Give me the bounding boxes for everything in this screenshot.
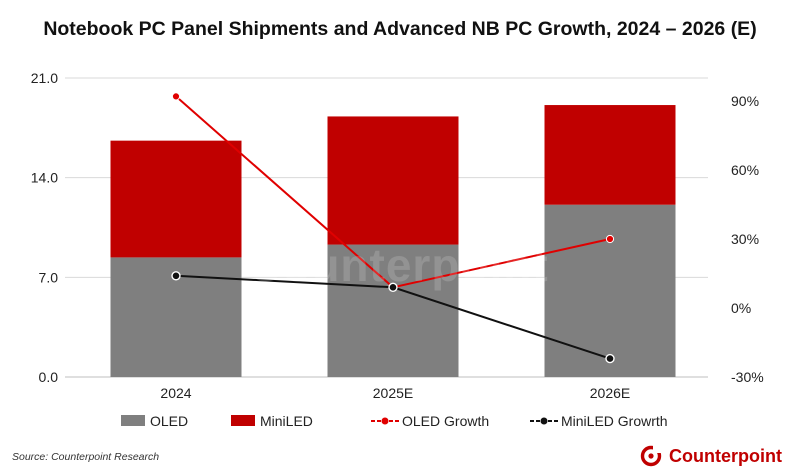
legend-label-oled-growth: OLED Growth (402, 413, 489, 429)
x-tick-label: 2024 (160, 385, 191, 401)
bar-oled-2025E (327, 244, 459, 377)
legend-label-oled: OLED (150, 413, 188, 429)
y-right-tick-label: -30% (731, 369, 764, 385)
y-left-tick-label: 14.0 (31, 170, 58, 186)
y-right-tick-label: 90% (731, 93, 759, 109)
legend-marker-oled-growth (381, 417, 389, 425)
y-right-tick-label: 30% (731, 231, 759, 247)
legend-label-miniled-growth: MiniLED Growrth (561, 413, 668, 429)
point-oled-growth-2024 (171, 92, 181, 101)
y-left-tick-label: 7.0 (39, 269, 59, 285)
point-oled-growth-2026E (605, 234, 615, 244)
y-right-tick-label: 0% (731, 300, 751, 316)
bar-miniled-2024 (110, 140, 242, 258)
brand-logo: Counterpoint (640, 445, 782, 467)
y-right-tick-label: 60% (731, 162, 759, 178)
point-miniled-growth-2026E (605, 353, 615, 364)
counterpoint-logo-icon (640, 445, 663, 467)
chart-title: Notebook PC Panel Shipments and Advanced… (43, 18, 757, 40)
x-tick-label: 2026E (590, 385, 630, 401)
bar-oled-2026E (544, 204, 676, 377)
legend-label-miniled: MiniLED (260, 413, 313, 429)
source-note: Source: Counterpoint Research (12, 451, 160, 463)
point-miniled-growth-2025E (388, 282, 398, 292)
bar-miniled-2025E (327, 116, 459, 245)
y-left-tick-label: 21.0 (31, 70, 58, 86)
y-left-tick-label: 0.0 (39, 369, 59, 385)
legend-marker-miniled-growth (540, 417, 548, 425)
brand-name: Counterpoint (669, 445, 782, 466)
legend-swatch-miniled (231, 415, 255, 426)
watermark: Counterpoint (248, 239, 549, 291)
bar-miniled-2026E (544, 105, 676, 205)
x-tick-label: 2025E (373, 385, 413, 401)
point-miniled-growth-2024 (171, 271, 181, 281)
legend-swatch-oled (121, 415, 145, 426)
